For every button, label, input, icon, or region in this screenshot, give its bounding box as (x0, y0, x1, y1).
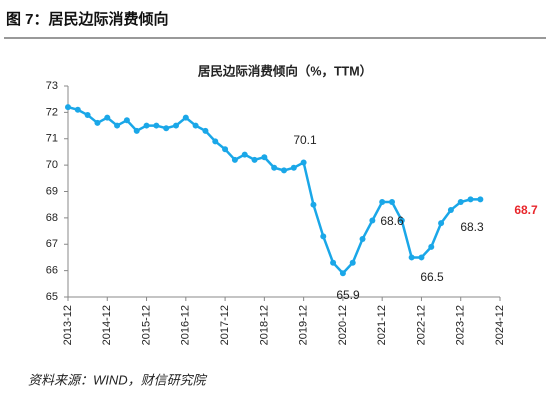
x-tick-label: 2023-12 (455, 305, 467, 345)
marker (202, 127, 209, 134)
marker (359, 235, 366, 242)
marker (467, 196, 474, 203)
marker (281, 167, 287, 174)
marker (290, 164, 297, 171)
x-tick-label: 2022-12 (415, 305, 427, 345)
marker (310, 201, 317, 208)
marker (330, 259, 337, 266)
marker (320, 233, 327, 240)
source: 资料来源：WIND，财信研究院 (28, 372, 208, 387)
chart-title: 居民边际消费倾向（%，TTM） (198, 63, 372, 78)
marker (261, 154, 268, 161)
x-tick-label: 2024-12 (494, 305, 506, 345)
y-tick-label: 72 (46, 106, 58, 118)
marker (212, 138, 219, 145)
marker (398, 217, 405, 224)
marker (123, 117, 130, 124)
x-tick-label: 2013-12 (62, 305, 74, 345)
x-tick-label: 2020-12 (337, 305, 349, 345)
x-tick-label: 2019-12 (298, 305, 310, 345)
marker (153, 122, 160, 129)
y-tick-label: 69 (46, 185, 58, 197)
marker (477, 196, 484, 203)
y-tick-label: 65 (46, 291, 58, 303)
y-tick-label: 70 (46, 159, 58, 171)
annotation: 66.5 (420, 270, 444, 284)
marker (94, 119, 101, 126)
marker (339, 270, 346, 277)
series-line (67, 105, 481, 276)
marker (163, 125, 170, 132)
x-tick-label: 2015-12 (140, 305, 152, 345)
marker (231, 156, 238, 163)
annotation: 68.3 (460, 220, 484, 234)
marker (457, 199, 464, 206)
marker (300, 159, 307, 166)
marker (84, 112, 91, 119)
x-tick-label: 2018-12 (258, 305, 270, 345)
marker (143, 122, 150, 129)
y-tick-label: 67 (46, 238, 58, 250)
marker (65, 104, 71, 111)
x-tick-label: 2021-12 (376, 305, 388, 345)
marker (438, 220, 445, 227)
marker (241, 151, 248, 158)
y-tick-label: 66 (46, 265, 58, 277)
x-tick-label: 2014-12 (101, 305, 113, 345)
y-tick-label: 73 (46, 80, 58, 92)
header: 图 7：居民边际消费倾向 (6, 10, 169, 28)
marker (251, 156, 258, 163)
annotation: 70.1 (293, 133, 317, 147)
marker (74, 106, 81, 113)
marker (104, 114, 111, 121)
marker (389, 199, 395, 206)
annotation: 68.6 (380, 214, 404, 228)
marker (114, 122, 121, 129)
marker (133, 127, 140, 134)
x-tick-label: 2016-12 (180, 305, 192, 345)
marker (408, 254, 415, 261)
marker (447, 206, 454, 213)
annotation: 68.7 (514, 203, 538, 217)
marker (182, 114, 189, 121)
x-tick-label: 2017-12 (219, 305, 231, 345)
marker (222, 146, 229, 153)
marker (271, 164, 278, 171)
y-tick-label: 68 (46, 212, 58, 224)
marker (349, 259, 356, 266)
marker (192, 122, 199, 129)
marker (428, 243, 435, 250)
marker (379, 199, 386, 206)
marker (418, 254, 425, 261)
annotation: 65.9 (336, 288, 360, 302)
marker (369, 217, 376, 224)
y-tick-label: 71 (46, 133, 58, 145)
marker (173, 122, 179, 129)
